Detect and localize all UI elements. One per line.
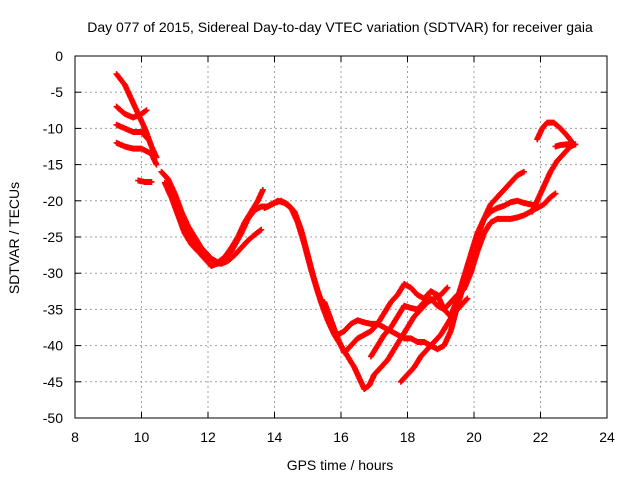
series-track-4 (113, 139, 160, 168)
data-point (144, 135, 151, 142)
x-tick-label: 10 (134, 429, 150, 445)
data-point (145, 136, 152, 143)
plot-border (74, 55, 608, 419)
x-tick-label: 20 (466, 429, 482, 445)
x-tick-label: 24 (599, 429, 615, 445)
data-point (570, 141, 577, 148)
series-track-15 (552, 141, 577, 150)
data-point (153, 161, 160, 168)
y-tick-label: -45 (43, 374, 63, 390)
data-point (443, 285, 450, 292)
y-tick-label: -30 (43, 265, 63, 281)
x-axis-label: GPS time / hours (287, 457, 394, 473)
data-point (258, 226, 265, 233)
y-tick-label: 0 (55, 48, 63, 64)
y-tick-label: -15 (43, 157, 63, 173)
data-point (552, 190, 559, 197)
y-tick-label: -25 (43, 229, 63, 245)
series-track-6 (158, 168, 265, 267)
series-track-2 (113, 103, 150, 121)
x-tick-label: 16 (333, 429, 349, 445)
data-point (444, 284, 451, 291)
y-tick-label: -50 (43, 410, 63, 426)
x-tick-label: 14 (267, 429, 283, 445)
series-track-5 (135, 177, 155, 185)
series-track-12 (397, 295, 471, 385)
chart-title: Day 077 of 2015, Sidereal Day-to-day VTE… (87, 19, 593, 35)
data-point (143, 107, 150, 114)
data-point (148, 178, 155, 185)
x-tick-label: 8 (71, 429, 79, 445)
axes: 8 10 12 14 16 18 20 22 24 0 -5 -10 -15 -20 -25 -30 -35 -4… (43, 48, 615, 445)
series-track-11 (367, 190, 559, 360)
series-track-13 (529, 141, 579, 215)
x-tick-label: 12 (200, 429, 216, 445)
y-axis-label: SDTVAR / TECUs (6, 182, 22, 294)
y-tick-label: -35 (43, 301, 63, 317)
grid-lines (75, 56, 607, 418)
data-point (257, 227, 264, 234)
y-tick-label: -20 (43, 193, 63, 209)
data-point (520, 168, 527, 175)
data-point (463, 296, 470, 303)
y-tick-label: -40 (43, 338, 63, 354)
series-track-14 (534, 119, 577, 148)
y-tick-label: -10 (43, 120, 63, 136)
y-tick-label: -5 (51, 84, 64, 100)
data-point (464, 295, 471, 302)
data-point (259, 186, 266, 193)
data-marks (113, 71, 579, 393)
series-track-7 (161, 179, 266, 266)
x-tick-label: 22 (533, 429, 549, 445)
series-track-3 (113, 121, 152, 143)
x-tick-label: 18 (400, 429, 416, 445)
